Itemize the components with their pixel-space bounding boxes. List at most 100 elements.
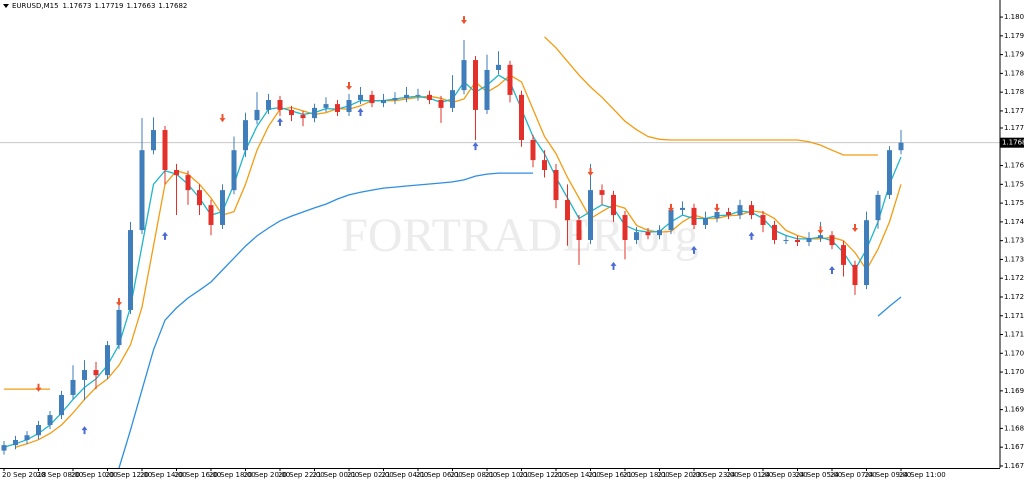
candle-body [208, 205, 214, 225]
candle-body [875, 194, 881, 221]
y-tick-label: 1.17340 [1004, 255, 1024, 263]
signal-arrow [472, 142, 479, 151]
candle-body [59, 394, 64, 416]
candle-body [139, 150, 145, 231]
candle-body [220, 190, 225, 225]
candle-body [726, 211, 731, 216]
y-tick-label: 1.17615 [1004, 162, 1024, 170]
y-tick-label: 1.17450 [1004, 218, 1024, 226]
candle-body [680, 207, 685, 210]
x-tick-label: 24 Sep 11:00 [899, 471, 946, 479]
candle-body [703, 218, 708, 225]
candle-body [185, 175, 191, 191]
candle-body [668, 209, 674, 231]
candle-body [323, 104, 329, 108]
x-tick-label: 21 Sep 16:00 [589, 471, 636, 479]
candle-body [335, 104, 340, 112]
current-price-label: 1.17682 [1002, 139, 1024, 147]
y-tick-label: 1.17065 [1004, 349, 1024, 357]
candle-body [312, 107, 317, 119]
y-tick-label: 1.17995 [1004, 32, 1024, 40]
candle-body [47, 415, 53, 425]
y-tick-label: 1.17940 [1004, 51, 1024, 59]
signal-arrow [587, 168, 594, 177]
signal-arrow [162, 231, 168, 240]
candle-body [795, 239, 800, 243]
candle-body [599, 190, 605, 195]
x-tick-label: 21 Sep 12:00 [520, 471, 567, 479]
x-tick-label: 21 Sep 02:00 [347, 471, 394, 479]
header-value: 1.17663 [126, 2, 155, 10]
symbol: EURUSD,M15 [12, 2, 59, 10]
header-value: 1.17719 [95, 2, 124, 10]
candle-body [496, 64, 501, 70]
candle-body [1, 445, 7, 451]
candle-body [806, 237, 812, 243]
x-tick-label: 24 Sep 09:00 [865, 471, 912, 479]
x-tick-label: 24 Sep 01:00 [727, 471, 774, 479]
x-tick-label: 21 Sep 10:00 [485, 471, 532, 479]
x-tick-label: 20 Sep 20:00 [244, 471, 291, 479]
chart-header: EURUSD,M15 1.17673 1.17719 1.17663 1.17682 [12, 2, 187, 10]
candle-body [553, 169, 559, 201]
candle-body [116, 309, 122, 346]
candle-body [24, 435, 30, 441]
candle-body [484, 69, 490, 110]
y-tick-label: 1.17885 [1004, 69, 1024, 77]
candle-body [369, 94, 375, 104]
signal-arrow [346, 82, 352, 91]
candle-body [13, 440, 18, 446]
candle-body [266, 100, 271, 110]
candle-body [519, 94, 524, 140]
candle-body [634, 232, 639, 240]
signal-arrow [748, 231, 755, 240]
x-tick-label: 24 Sep 03:00 [761, 471, 808, 479]
y-tick-label: 1.17175 [1004, 312, 1024, 320]
candle-body [404, 94, 409, 98]
y-tick-label: 1.18050 [1004, 13, 1024, 21]
signal-arrow [277, 117, 283, 126]
signal-arrow [829, 266, 835, 275]
x-tick-label: 23 Sep 23:00 [692, 471, 739, 479]
candle-body [346, 100, 352, 112]
signal-arrow [35, 383, 42, 392]
y-tick-label: 1.16735 [1004, 462, 1024, 470]
x-tick-label: 21 Sep 00:00 [313, 471, 360, 479]
x-tick-label: 20 Sep 22:00 [278, 471, 325, 479]
x-tick-label: 21 Sep 04:00 [382, 471, 429, 479]
signal-arrow [116, 298, 122, 307]
x-tick-label: 20 Sep 2018 [2, 471, 46, 479]
y-tick-label: 1.16900 [1004, 406, 1024, 414]
candle-body [760, 215, 766, 225]
y-tick-label: 1.17505 [1004, 199, 1024, 207]
candle-body [392, 97, 398, 101]
candle-body [852, 264, 858, 286]
candle-body [381, 100, 386, 104]
indicator-line [4, 36, 878, 390]
candle-body [128, 230, 133, 310]
candle-body [197, 190, 202, 206]
candle-body [358, 94, 363, 101]
candle-body [231, 150, 237, 191]
y-tick-label: 1.17395 [1004, 237, 1024, 245]
x-tick-label: 20 Sep 14:00 [140, 471, 187, 479]
candle-body [772, 224, 777, 240]
y-tick-label: 1.16790 [1004, 443, 1024, 451]
candle-body [645, 232, 651, 236]
signal-arrow [714, 203, 720, 212]
candle-body [829, 235, 835, 246]
x-tick-label: 21 Sep 08:00 [451, 471, 498, 479]
x-tick-label: 20 Sep 18:00 [209, 471, 256, 479]
candle-body [841, 245, 846, 265]
signal-arrow [852, 224, 858, 233]
signal-arrow [461, 16, 467, 25]
candle-body [36, 424, 41, 436]
candle-body [864, 220, 869, 286]
candle-body [473, 60, 478, 110]
candle-body [818, 235, 823, 238]
signal-arrow [81, 426, 88, 435]
candle-body [714, 211, 720, 219]
candle-body [105, 345, 110, 376]
candle-body [507, 64, 513, 95]
